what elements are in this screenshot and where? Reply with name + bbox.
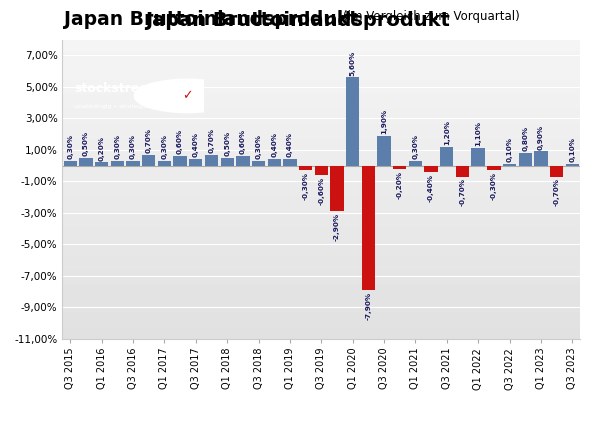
Bar [393, 165, 406, 169]
Text: Japan Bruttoinlandsprodukt: Japan Bruttoinlandsprodukt [145, 11, 450, 30]
Bar [221, 158, 234, 165]
Bar [377, 136, 391, 165]
Bar [268, 159, 281, 165]
Bar [424, 165, 438, 172]
Text: 0,80%: 0,80% [522, 126, 528, 151]
Text: 0,50%: 0,50% [83, 131, 89, 156]
Bar [534, 151, 547, 165]
Circle shape [134, 79, 240, 113]
Bar [189, 159, 202, 165]
Text: 0,40%: 0,40% [193, 132, 199, 158]
Text: 0,70%: 0,70% [146, 128, 152, 153]
Bar [126, 161, 140, 165]
Bar [174, 156, 187, 165]
Text: 0,50%: 0,50% [224, 131, 230, 156]
Bar [409, 161, 422, 165]
Text: 0,30%: 0,30% [412, 134, 418, 159]
Text: 0,30%: 0,30% [256, 134, 262, 159]
Text: unabhängig • strategisch • trefflicher: unabhängig • strategisch • trefflicher [74, 104, 193, 109]
Text: (im Vergleich zum Vorquartal): (im Vergleich zum Vorquartal) [343, 10, 520, 23]
Bar [111, 161, 124, 165]
Bar [158, 161, 171, 165]
Bar [64, 161, 77, 165]
Text: 0,40%: 0,40% [287, 132, 293, 158]
Bar [236, 156, 249, 165]
Text: -2,90%: -2,90% [334, 213, 340, 241]
Text: 0,10%: 0,10% [569, 137, 575, 162]
Bar [487, 165, 500, 170]
Text: -0,60%: -0,60% [318, 177, 324, 205]
Text: 0,90%: 0,90% [538, 125, 544, 150]
Bar [299, 165, 312, 170]
Text: -0,30%: -0,30% [303, 172, 309, 200]
Bar [283, 159, 296, 165]
Bar [330, 165, 344, 211]
Text: 5,60%: 5,60% [350, 50, 356, 76]
Bar [95, 162, 108, 165]
Bar [503, 164, 516, 165]
Text: 0,30%: 0,30% [114, 134, 120, 159]
Bar [566, 164, 579, 165]
Text: 0,60%: 0,60% [177, 129, 183, 154]
Bar [362, 165, 375, 290]
Text: -0,40%: -0,40% [428, 174, 434, 202]
Bar [205, 154, 218, 165]
Text: 1,20%: 1,20% [444, 120, 450, 145]
Text: -0,70%: -0,70% [553, 179, 559, 206]
Text: 0,70%: 0,70% [208, 128, 214, 153]
Text: 0,40%: 0,40% [271, 132, 277, 158]
Bar [346, 77, 359, 165]
Bar [440, 147, 453, 165]
Text: 1,10%: 1,10% [475, 121, 481, 147]
Text: 0,10%: 0,10% [506, 137, 512, 162]
Text: 0,30%: 0,30% [67, 134, 73, 159]
Text: stockstreet.de: stockstreet.de [74, 82, 176, 95]
Text: ✓: ✓ [182, 89, 193, 103]
Bar [142, 154, 155, 165]
Text: -0,70%: -0,70% [459, 179, 465, 206]
Bar [79, 158, 93, 165]
Bar [471, 148, 485, 165]
Bar [550, 165, 563, 176]
Text: Japan Bruttoinlandsprodukt: Japan Bruttoinlandsprodukt [64, 10, 358, 29]
Bar [315, 165, 328, 175]
Text: -0,30%: -0,30% [491, 172, 497, 200]
Text: -7,90%: -7,90% [365, 292, 371, 320]
Bar [456, 165, 469, 176]
Text: 0,30%: 0,30% [161, 134, 167, 159]
Text: 1,90%: 1,90% [381, 109, 387, 134]
Bar [519, 153, 532, 165]
Text: -0,20%: -0,20% [397, 171, 403, 198]
Text: 0,30%: 0,30% [130, 134, 136, 159]
Bar [252, 161, 265, 165]
Text: 0,20%: 0,20% [99, 136, 105, 161]
Text: 0,60%: 0,60% [240, 129, 246, 154]
